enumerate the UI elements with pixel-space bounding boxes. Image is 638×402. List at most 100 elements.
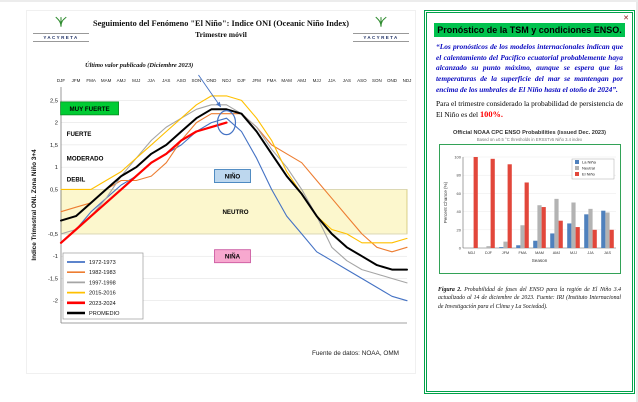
forecast-quote: “Los pronósticos de los modelos internac… — [436, 42, 623, 94]
y-tick-label: 2 — [55, 121, 58, 127]
bar-neutral — [587, 208, 593, 248]
y-tick-label: 20 — [456, 227, 461, 232]
legend-swatch-el-niño — [574, 171, 579, 176]
bar-la-niña — [583, 213, 588, 248]
x-tick-label: MAM — [535, 251, 544, 255]
bar-la-niña — [515, 244, 520, 248]
bar-el-niño — [524, 182, 529, 248]
x-tick-label: NDJ — [222, 78, 231, 83]
series-line-1972-1973 — [60, 117, 408, 302]
figure-subtitle: Based on ±0.5 °C thresholds in ERSSTv5 N… — [476, 136, 583, 142]
logo-text: YACYRETA — [33, 33, 89, 42]
bar-la-niña — [498, 246, 503, 248]
legend-label-2023-2024: 2023-2024 — [89, 301, 116, 307]
zone-label-fuerte: FUERTE — [67, 131, 92, 138]
x-tick-label: AMJ — [117, 78, 126, 83]
legend-label-1982-1983: 1982-1983 — [89, 270, 116, 276]
y-axis-title: Percent Chance (%) — [443, 181, 448, 223]
bar-el-niño — [507, 163, 512, 248]
y-tick-label: 2,5 — [50, 98, 58, 104]
figure-caption: Figura 2. Probabilidad de fases del ENSO… — [438, 286, 621, 312]
x-tick-label: MAM — [281, 78, 292, 83]
yacyreta-logo-left: YACYRETA — [33, 14, 89, 42]
enso-probability-figure: Official NOAA CPC ENSO Probabilities (is… — [437, 130, 622, 279]
x-tick-label: JFM — [501, 251, 508, 255]
x-tick-label: FMA — [267, 78, 277, 83]
series-line-1997-1998 — [60, 104, 408, 284]
x-tick-label: MJJ — [132, 78, 140, 83]
zone-label-niño: NIÑO — [225, 173, 241, 180]
x-tick-label: JAS — [604, 251, 611, 255]
y-tick-label: -1,5 — [48, 276, 58, 282]
legend-swatch-la-niña — [574, 159, 579, 164]
x-tick-label: JAS — [162, 78, 170, 83]
legend-label-la-niña: La Niña — [582, 159, 597, 164]
data-source: Fuente de datos: NOAA, OMM — [311, 350, 399, 357]
bar-el-niño — [609, 229, 614, 248]
bar-el-niño — [541, 206, 546, 248]
x-tick-label: MAM — [101, 78, 112, 83]
x-tick-label: MJJ — [570, 251, 577, 255]
zone-box-niña — [214, 249, 251, 264]
bar-el-niño — [575, 226, 580, 248]
zone-label-moderado: MODERADO — [67, 156, 104, 163]
zone-box-niño — [214, 169, 251, 183]
bar-la-niña — [566, 223, 571, 248]
y-tick-label: 100 — [454, 154, 461, 159]
yacyreta-logo-right: YACYRETA — [353, 14, 409, 42]
legend-label-promedio: PROMEDIO — [89, 311, 120, 317]
x-tick-label: FMA — [518, 251, 526, 255]
y-tick-label: 0 — [458, 245, 461, 250]
x-tick-label: OND — [206, 78, 217, 83]
bar-la-niña — [532, 240, 537, 248]
bar-la-niña — [549, 233, 554, 248]
bar-neutral — [553, 198, 559, 248]
figure-title: Official NOAA CPC ENSO Probabilities (is… — [452, 129, 607, 136]
x-tick-label: JFM — [72, 78, 81, 83]
bar-el-niño — [592, 229, 597, 248]
x-tick-label: AMJ — [552, 251, 560, 255]
chart-title: Seguimiento del Fenómeno "El Niño": Indi… — [92, 19, 350, 28]
legend-box — [62, 252, 144, 320]
x-tick-label: JJA — [328, 78, 336, 83]
x-tick-label: ASO — [177, 78, 187, 83]
enso-forecast-panel: ✕ Pronóstico de la TSM y condiciones ENS… — [424, 10, 635, 394]
x-tick-label: DJF — [57, 78, 65, 83]
x-tick-label: AMJ — [297, 78, 306, 83]
bar-neutral — [485, 245, 491, 248]
x-axis-title: Season — [531, 258, 547, 263]
bar-neutral — [604, 212, 610, 248]
x-tick-label: JFM — [252, 78, 261, 83]
zone-label-neutro: NEUTRO — [222, 209, 248, 216]
yacyreta-plant-icon — [55, 16, 67, 27]
oni-chart-svg: 2,5 2 1,5 1 0,5 -0,5 -1 -1,5 -2 DJF JFM FMA MAM AMJ MJ… — [31, 74, 412, 324]
x-tick-label: DJF — [485, 251, 493, 255]
x-tick-label: FMA — [86, 78, 96, 83]
y-tick-label: -1 — [53, 254, 58, 260]
neutro-band — [60, 189, 408, 235]
annotation-arrow — [198, 74, 221, 108]
x-tick-label: DJF — [237, 78, 245, 83]
x-tick-label: NDJ — [467, 251, 474, 255]
logo-text: YACYRETA — [353, 33, 409, 42]
y-tick-label: -0,5 — [48, 232, 58, 238]
legend-label-1972-1973: 1972-1973 — [89, 260, 116, 266]
series-line-2015-2016 — [60, 95, 408, 244]
bar-neutral — [536, 204, 542, 248]
zone-box-muy-fuerte — [60, 101, 119, 116]
series-line-2023-2024 — [59, 121, 228, 244]
close-icon[interactable]: ✕ — [623, 15, 629, 22]
x-tick-label: OND — [387, 78, 398, 83]
series-line-promedio — [60, 108, 408, 271]
y-tick-label: 60 — [456, 190, 461, 195]
x-tick-label: JJA — [587, 251, 594, 255]
bar-la-niña — [600, 210, 605, 248]
bar-el-niño — [473, 156, 478, 248]
persistence-statement: Para el trimestre considerado la probabi… — [436, 99, 623, 122]
series-line-1982-1983 — [60, 113, 408, 253]
enso-forecast-inner: ✕ Pronóstico de la TSM y condiciones ENS… — [426, 12, 633, 392]
x-tick-label: ASO — [357, 78, 367, 83]
x-tick-label: NDJ — [403, 78, 412, 83]
y-tick-label: 1,5 — [50, 143, 58, 149]
bar-el-niño — [558, 220, 563, 248]
